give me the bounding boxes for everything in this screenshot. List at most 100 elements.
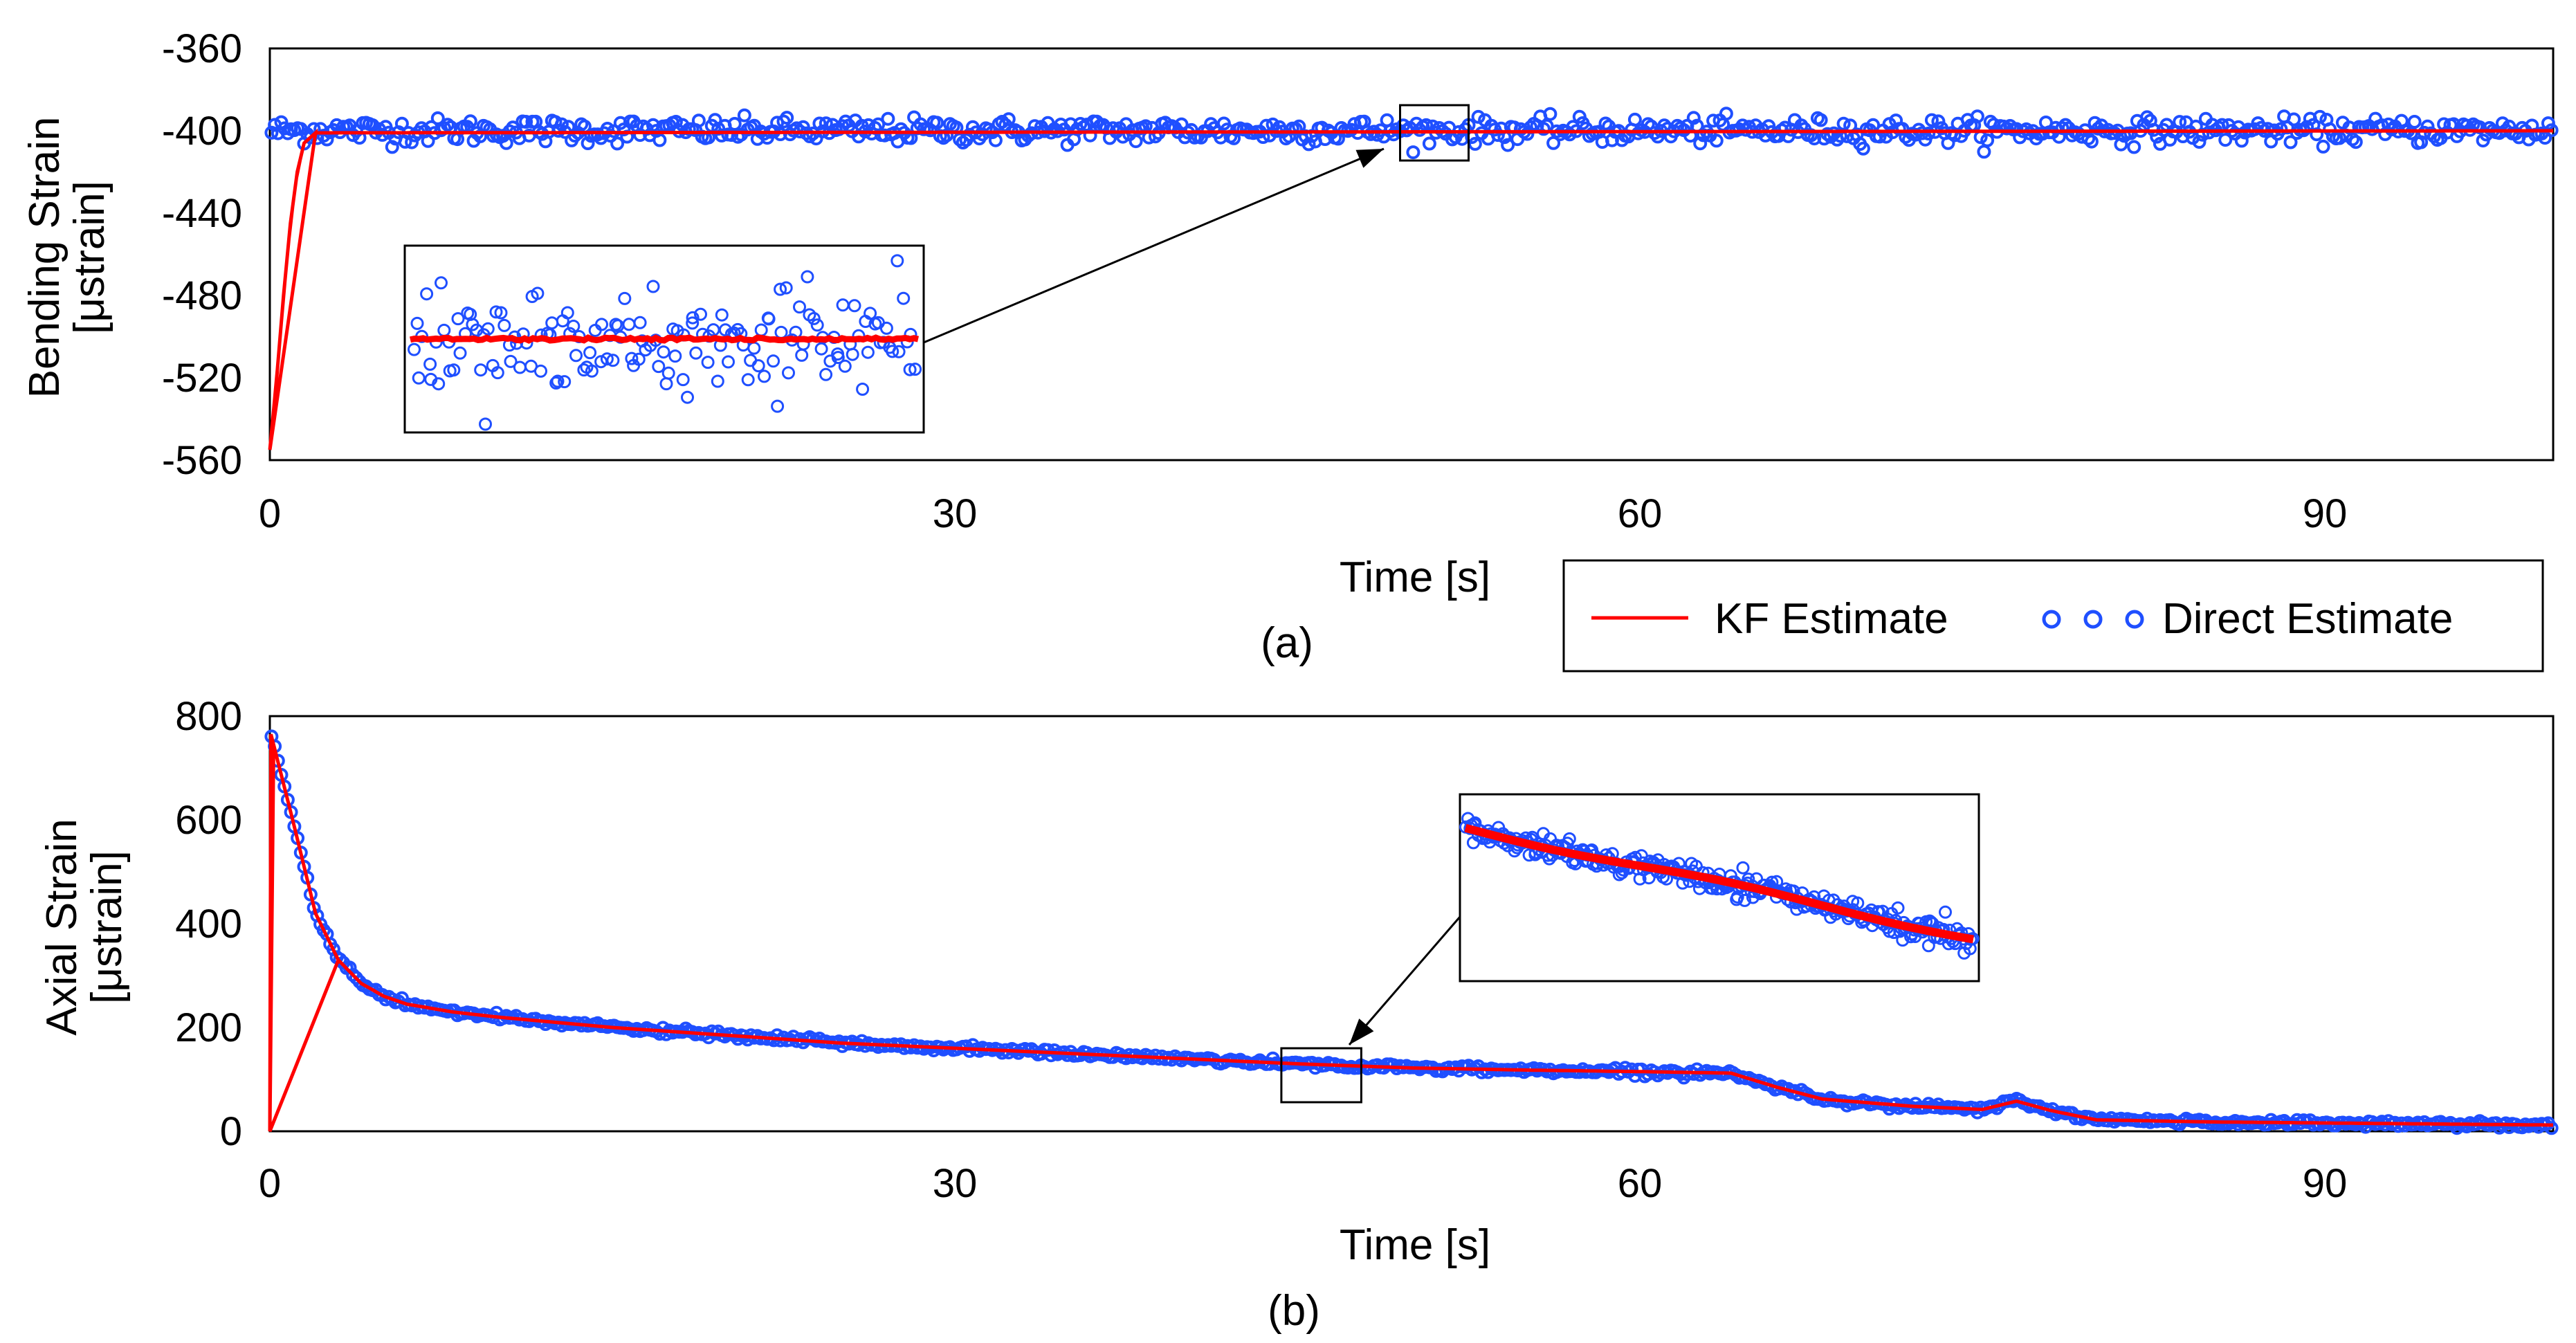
direct-estimate-point [2195,127,2210,142]
panel-b-ytick-label: 0 [220,1109,242,1154]
inset-direct-estimate-point [549,376,563,390]
direct-estimate-point [2192,135,2207,149]
panel-a-ytick-label: -480 [162,273,242,318]
direct-estimate-point [1924,113,1939,127]
inset-direct-estimate-point [531,286,545,300]
panel-a-y-axis-label-unit: [μstrain] [66,181,113,334]
panel-b-xtick-label: 60 [1618,1161,1663,1206]
direct-estimate-point [1546,136,1561,150]
inset-direct-estimate-point [489,305,503,319]
inset-direct-estimate-point [762,312,776,326]
inset-direct-estimate-point [779,281,793,295]
inset-direct-estimate-point [741,373,755,387]
panel-a-ytick-label: -400 [162,109,242,154]
panel-a-inset-kf-estimate-line [409,334,920,344]
panel-a-zoom-box [1399,104,1470,162]
inset-direct-estimate-point [632,352,646,366]
inset-direct-estimate-point [681,390,694,404]
inset-direct-estimate-point [560,306,574,320]
direct-estimate-point [2084,134,2099,149]
panel-b-xtick-label: 0 [259,1161,281,1206]
inset-direct-estimate-point [420,287,434,301]
inset-direct-estimate-point [838,359,852,373]
inset-direct-estimate-point [1562,832,1576,846]
inset-direct-estimate-point [410,316,424,330]
inset-direct-estimate-point [823,354,837,368]
inset-direct-estimate-point [567,320,581,333]
inset-direct-estimate-point [451,312,465,326]
direct-estimate-point [812,116,827,131]
direct-estimate-point [988,133,1003,147]
inset-direct-estimate-point [625,351,639,365]
inset-direct-estimate-point [1770,875,1784,888]
direct-estimate-point [1520,127,1535,141]
legend-direct-label: Direct Estimate [2162,595,2453,643]
inset-direct-estimate-point [1923,914,1937,928]
direct-estimate-point [326,942,340,956]
panel-b-ytick-label: 600 [175,798,242,843]
direct-estimate-point [2310,127,2324,142]
panel-a-x-axis-label: Time [s] [1340,554,1490,601]
inset-direct-estimate-point [1939,905,1952,919]
panel-a-zoom-arrow [923,147,1385,344]
inset-direct-estimate-point [810,318,824,332]
inset-direct-estimate-point [701,356,715,369]
inset-direct-estimate-point [633,316,647,329]
inset-direct-estimate-point [661,366,675,380]
inset-direct-estimate-point [491,366,504,380]
inset-direct-estimate-point [494,306,508,320]
inset-direct-estimate-point [897,291,911,305]
direct-estimate-point [1083,128,1097,143]
direct-estimate-point [2495,116,2510,131]
direct-estimate-point [930,116,944,130]
inset-direct-estimate-point [676,373,690,387]
direct-estimate-point [375,127,390,142]
direct-estimate-point [405,135,419,149]
direct-estimate-point [2407,115,2422,129]
direct-estimate-point [881,111,895,126]
direct-estimate-point [2312,109,2327,124]
inset-direct-estimate-point [618,291,632,305]
inset-direct-estimate-point [606,354,620,367]
inset-direct-estimate-point [447,363,461,377]
panel-a-ytick-label: -360 [162,26,242,71]
inset-direct-estimate-point [715,308,729,322]
inset-direct-estimate-point [694,307,707,321]
inset-direct-estimate-point [861,345,875,359]
inset-direct-estimate-point [846,347,859,361]
direct-estimate-point [430,111,445,125]
inset-direct-estimate-point [1851,896,1865,910]
panel-a-ytick-label: -560 [162,438,242,483]
inset-direct-estimate-point [435,276,448,290]
panel-a-ytick-label: -440 [162,191,242,236]
direct-estimate-point [2274,122,2288,136]
inset-direct-estimate-point [722,355,735,369]
direct-estimate-point [652,133,667,147]
panel-b-axial-strain: 0 200 400 600 800 0 30 60 90 Time [s] Ax… [38,694,2559,1335]
direct-estimate-point [2127,140,2141,154]
direct-estimate-point [581,136,595,150]
inset-direct-estimate-point [903,363,917,376]
inset-direct-estimate-point [890,254,904,268]
inset-direct-estimate-point [771,399,785,413]
direct-estimate-point [1536,122,1551,136]
direct-estimate-point [1562,127,1577,142]
direct-estimate-point [737,108,751,122]
direct-estimate-point [1836,116,1851,131]
inset-direct-estimate-point [819,367,833,381]
direct-estimate-point [1686,111,1701,125]
direct-estimate-point [691,113,706,128]
panel-b-ytick-label: 800 [175,694,242,739]
inset-direct-estimate-point [600,352,614,366]
inset-direct-estimate-point [408,342,421,356]
panel-b-inset-kf-estimate-line [1464,823,1974,944]
inset-direct-estimate-point [595,318,608,331]
inset-direct-estimate-point [848,299,861,313]
direct-estimate-point [616,122,631,137]
direct-estimate-point [995,115,1010,129]
inset-direct-estimate-point [1642,871,1656,885]
inset-direct-estimate-point [793,300,806,314]
legend: KF Estimate Direct Estimate [1562,559,2544,673]
direct-estimate-point [2287,112,2301,127]
